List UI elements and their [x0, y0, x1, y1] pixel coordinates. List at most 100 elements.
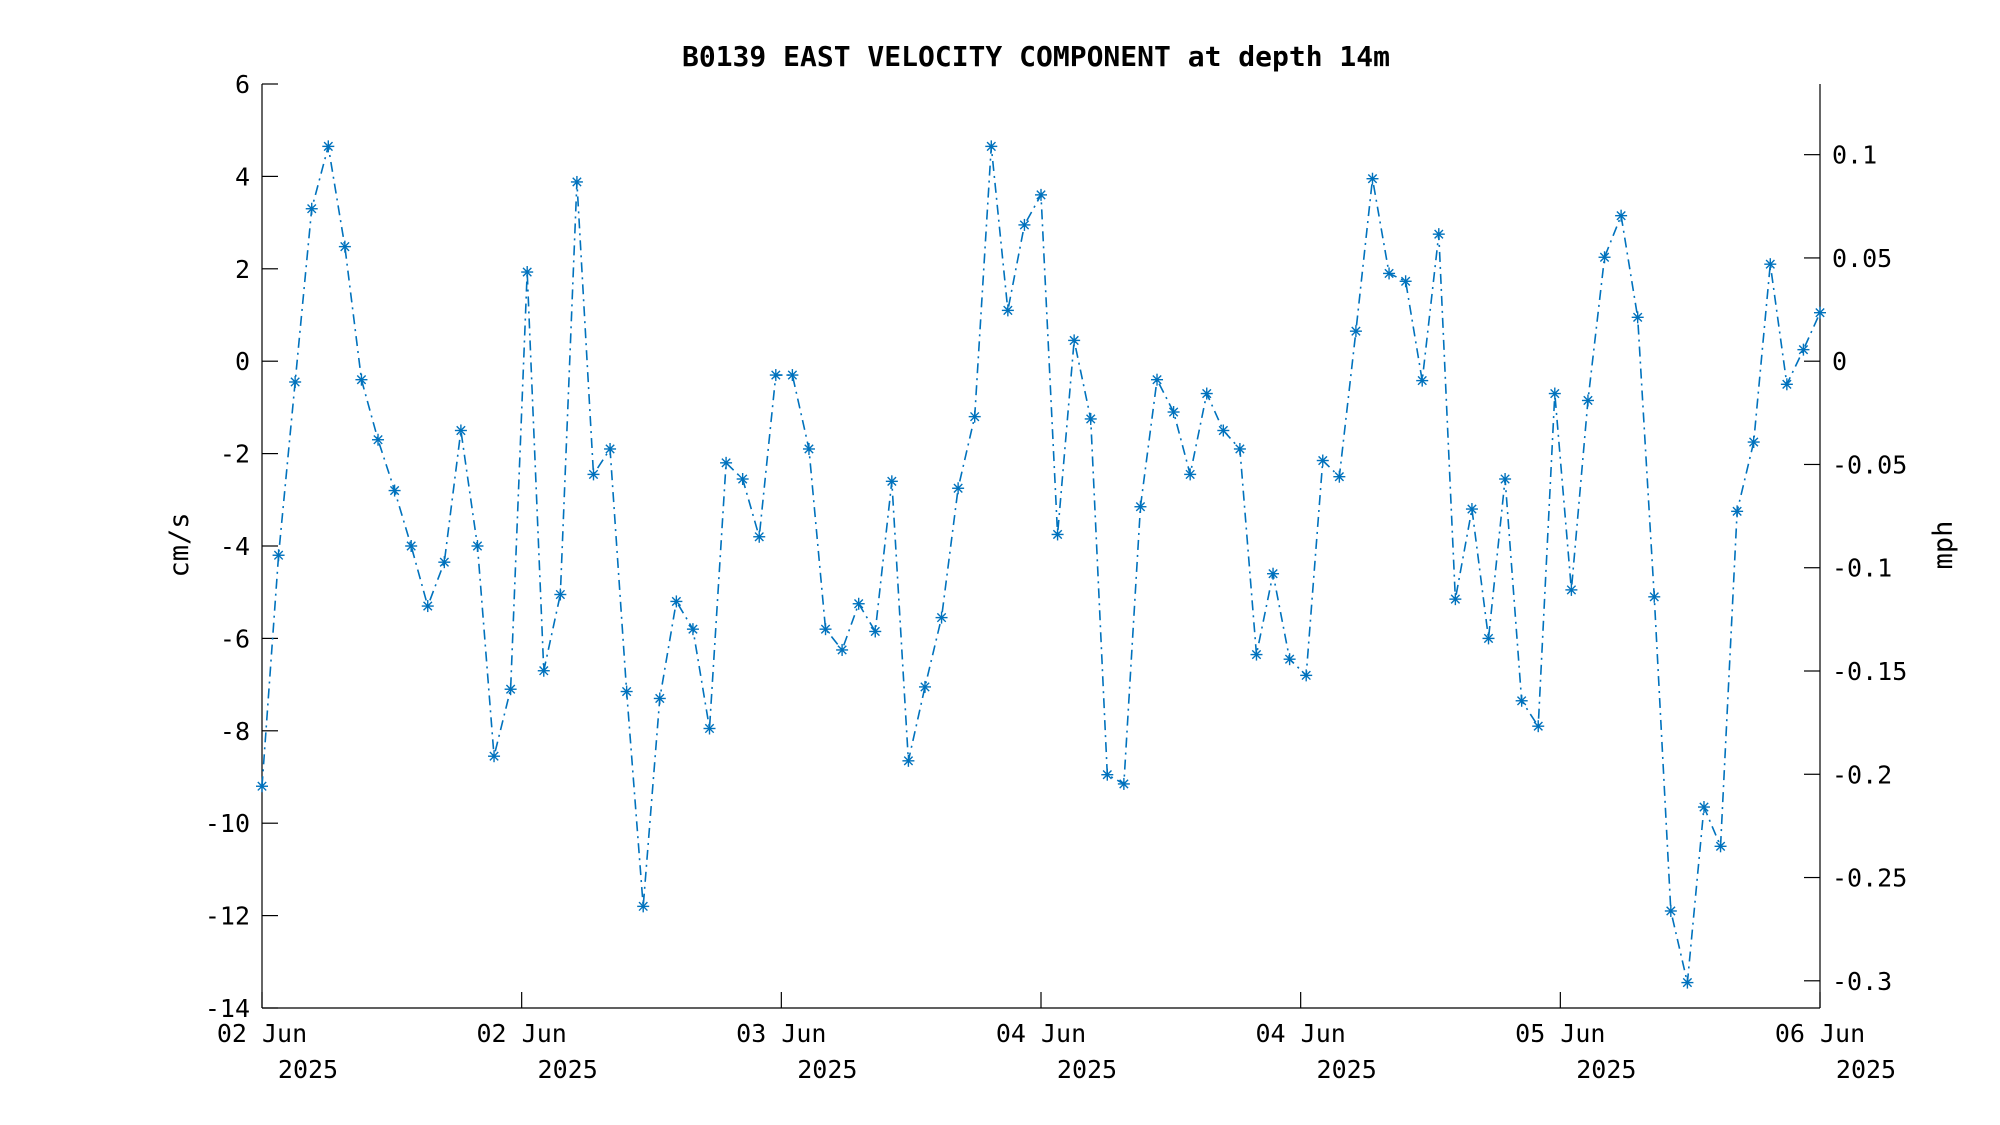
x-tick-label-date: 04 Jun [1256, 1019, 1346, 1048]
data-point [885, 475, 898, 488]
data-point [1399, 275, 1412, 288]
data-point [256, 780, 268, 793]
data-point [1267, 567, 1280, 580]
data-point [1250, 648, 1263, 661]
data-point [1780, 378, 1793, 391]
plot-area: 6 4 2 0 -2 -4 -6 -8 -10 -12 -14 0.1 0.05 0 -0.05 -0.1 -0… [205, 70, 1907, 1084]
data-point [753, 530, 766, 543]
data-point [1631, 311, 1644, 324]
data-point [1233, 442, 1246, 455]
x-tick-label-date: 02 Jun [477, 1019, 567, 1048]
data-point [488, 750, 501, 763]
data-point [852, 597, 865, 610]
data-point [388, 484, 401, 497]
data-point [968, 410, 981, 423]
data-point [1316, 454, 1329, 467]
data-point [670, 595, 683, 608]
x-tick-label-year: 2025 [797, 1055, 857, 1084]
data-point [1167, 406, 1180, 419]
series-line [261, 146, 1821, 983]
data-point [769, 369, 782, 382]
data-point [355, 373, 368, 386]
data-point [952, 482, 965, 495]
data-point [272, 549, 285, 562]
data-point [1001, 304, 1014, 317]
data-point [604, 442, 617, 455]
data-point [1432, 228, 1445, 241]
data-point [1764, 258, 1777, 271]
data-point [1515, 694, 1528, 707]
y-tick-label-right: -0.1 [1832, 554, 1892, 583]
data-point [1416, 374, 1429, 387]
y-tick-label-left: -6 [220, 624, 250, 653]
x-tick-label-date: 04 Jun [996, 1019, 1086, 1048]
data-point [720, 456, 733, 469]
data-point [1747, 436, 1760, 449]
y-tick-label-left: -2 [220, 440, 250, 469]
data-point [918, 680, 931, 693]
data-point [1300, 669, 1313, 682]
data-point [338, 240, 351, 253]
y-tick-label-right: 0 [1832, 347, 1847, 376]
data-point [836, 643, 849, 656]
x-tick-label-year: 2025 [1836, 1055, 1896, 1084]
x-tick-label-year: 2025 [538, 1055, 598, 1084]
data-point [1018, 218, 1031, 231]
data-point [1532, 720, 1545, 733]
y-tick-label-right: 0.05 [1832, 244, 1892, 273]
x-tick-label-date: 03 Jun [736, 1019, 826, 1048]
data-point [521, 266, 534, 279]
data-point [1151, 373, 1164, 386]
data-point [537, 664, 550, 677]
data-point [1068, 334, 1081, 347]
y-tick-label-left: -10 [205, 809, 250, 838]
data-point [471, 540, 484, 552]
data-point [504, 683, 517, 696]
data-point [372, 433, 385, 446]
data-point [1117, 777, 1130, 790]
y-axis-label-left: cm/s [164, 512, 195, 577]
data-point [1581, 394, 1594, 407]
x-tick-label-year: 2025 [1576, 1055, 1636, 1084]
data-point [1184, 468, 1197, 481]
y-tick-label-left: 4 [235, 162, 250, 191]
data-point [985, 140, 998, 153]
data-point [322, 140, 335, 153]
data-point [1565, 583, 1578, 596]
x-tick-label-date: 02 Jun [217, 1019, 307, 1048]
y-tick-label-left: -8 [220, 717, 250, 746]
y-tick-label-left: -4 [220, 532, 250, 561]
data-point [1482, 632, 1495, 645]
data-point [703, 722, 716, 735]
data-point [570, 175, 583, 188]
y-tick-label-right: -0.25 [1832, 864, 1907, 893]
data-point [1134, 500, 1147, 513]
data-point [454, 424, 467, 437]
data-point [637, 900, 650, 913]
x-tick-label-year: 2025 [1057, 1055, 1117, 1084]
y-tick-label-right: -0.05 [1832, 450, 1907, 479]
data-point [438, 556, 451, 569]
data-point [289, 375, 302, 388]
data-point [1598, 251, 1611, 264]
data-point [686, 623, 699, 636]
data-point [1797, 343, 1810, 356]
x-tick-label-year: 2025 [278, 1055, 338, 1084]
y-tick-label-right: -0.3 [1832, 967, 1892, 996]
x-tick-label-date: 06 Jun [1775, 1019, 1865, 1048]
data-point [1814, 306, 1826, 319]
data-point [620, 685, 633, 698]
data-point [1349, 325, 1362, 338]
data-point [1200, 387, 1213, 400]
data-point [1101, 768, 1114, 781]
data-point [1499, 473, 1512, 486]
data-point [405, 540, 418, 552]
x-tick-label-date: 05 Jun [1515, 1019, 1605, 1048]
data-point [1333, 470, 1346, 483]
x-tick-label-year: 2025 [1317, 1055, 1377, 1084]
y-tick-label-left: 0 [235, 347, 250, 376]
y-axis-label-right: mph [1928, 521, 1959, 570]
y-tick-label-right: 0.1 [1832, 141, 1877, 170]
y-tick-label-left: 6 [235, 70, 250, 99]
